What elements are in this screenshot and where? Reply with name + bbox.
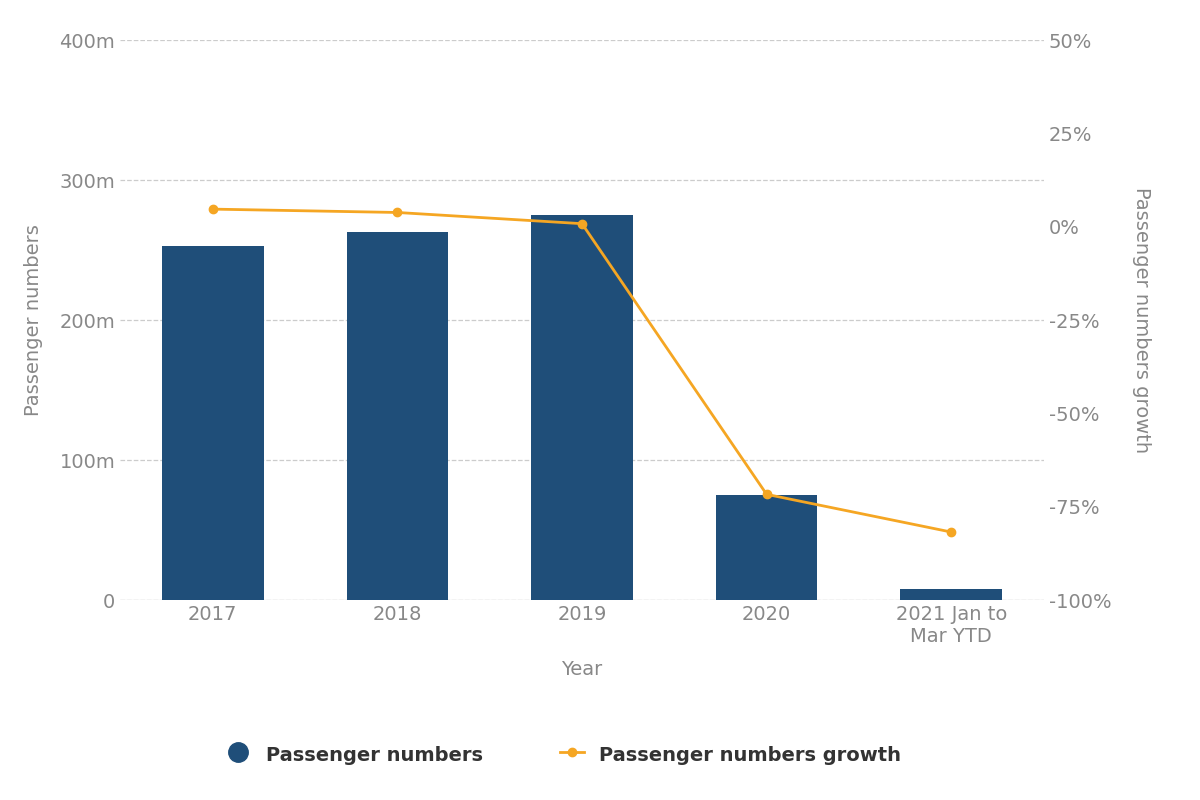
Bar (716, 495, 817, 600)
X-axis label: Year: Year (562, 660, 602, 678)
Legend: Passenger numbers, Passenger numbers growth: Passenger numbers, Passenger numbers gro… (218, 735, 910, 774)
Bar (162, 246, 264, 600)
Y-axis label: Passenger numbers: Passenger numbers (24, 224, 43, 416)
Bar (347, 232, 448, 600)
Y-axis label: Passenger numbers growth: Passenger numbers growth (1133, 187, 1151, 453)
Bar (532, 215, 632, 600)
Bar (900, 589, 1002, 600)
